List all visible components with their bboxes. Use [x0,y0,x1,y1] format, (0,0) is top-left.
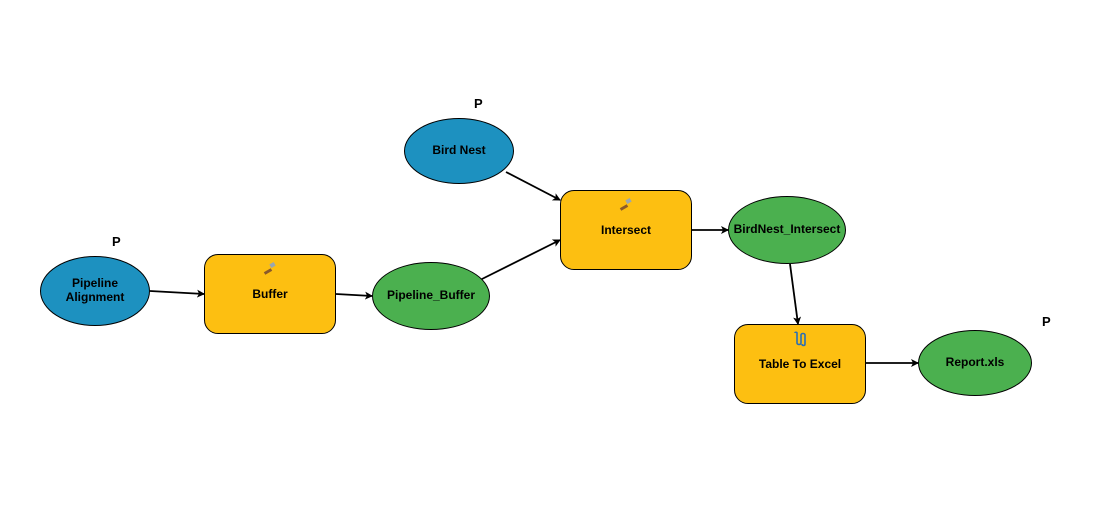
edge-buffer-to-pipeline_buffer [336,294,372,296]
node-buffer-tool[interactable]: Buffer [204,254,336,334]
node-label: BirdNest_Intersect [734,223,841,237]
edge-birdnest_intersect-to-table_to_excel [790,264,798,324]
p-marker-report-xls: P [1042,314,1051,329]
node-intersect-tool[interactable]: Intersect [560,190,692,270]
edge-bird_nest-to-intersect [506,172,560,200]
node-label: Report.xls [946,356,1005,370]
node-label: Buffer [252,287,287,301]
node-label: Pipeline_Buffer [387,289,475,303]
node-report-xls[interactable]: Report.xls [918,330,1032,396]
node-label: Bird Nest [432,144,485,158]
edge-pipeline_buffer-to-intersect [480,240,560,280]
node-bird-nest[interactable]: Bird Nest [404,118,514,184]
node-label: Table To Excel [759,357,841,371]
p-marker-bird-nest: P [474,96,483,111]
hammer-icon [263,261,277,278]
script-icon [792,331,808,350]
node-pipeline-buffer[interactable]: Pipeline_Buffer [372,262,490,330]
edge-pipeline_alignment-to-buffer [150,291,204,294]
node-label: Intersect [601,223,651,237]
hammer-icon [619,197,633,214]
node-label: Pipeline Alignment [45,277,145,305]
p-marker-pipeline-alignment: P [112,234,121,249]
node-pipeline-alignment[interactable]: Pipeline Alignment [40,256,150,326]
node-table-to-excel-tool[interactable]: Table To Excel [734,324,866,404]
edges-layer [0,0,1102,522]
node-birdnest-intersect[interactable]: BirdNest_Intersect [728,196,846,264]
